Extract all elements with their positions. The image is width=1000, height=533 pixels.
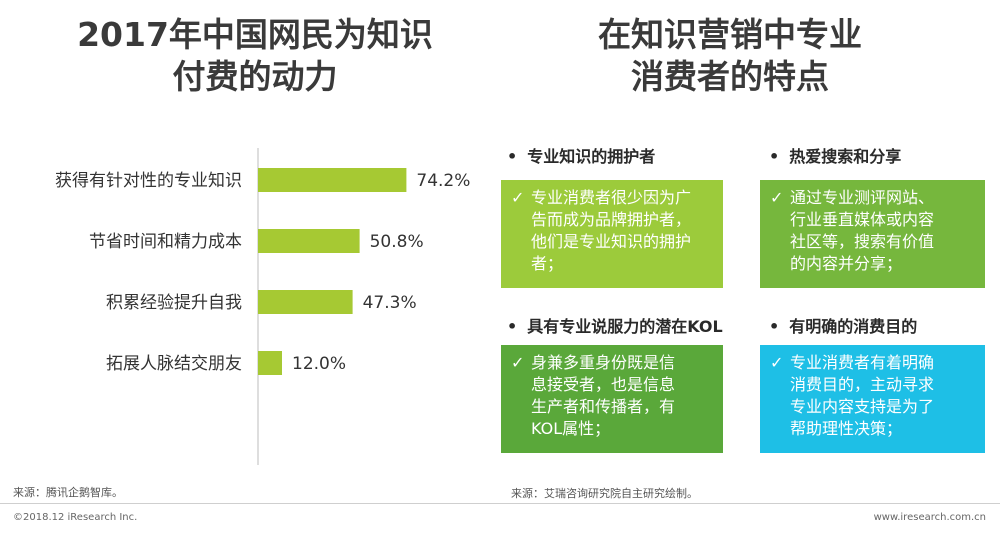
bar-chart: 获得有针对性的专业知识 74.2% 节省时间和精力成本 50.8% 积累经验提升自我 47… [55, 148, 470, 465]
site-url: www.iresearch.com.cn [873, 512, 986, 523]
point-box-professional-knowledge: ✓ 专业消费者很少因为广 告而成为品牌拥护者， 他们是专业知识的拥护 者； [501, 180, 723, 288]
right-title: 在知识营销中专业 消费者的特点 [520, 14, 940, 98]
point-title-search-share: • 热爱搜索和分享 [769, 147, 902, 166]
point-box-search-share: ✓ 通过专业测评网站、 行业垂直媒体或内容 社区等，搜索有价值 的内容并分享； [760, 180, 985, 288]
bullet-icon: • [507, 147, 518, 166]
category-label-2: 积累经验提升自我 [106, 293, 242, 313]
bar-1 [258, 229, 360, 253]
category-label-0: 获得有针对性的专业知识 [55, 171, 242, 191]
point-title-clear-purpose: • 有明确的消费目的 [769, 317, 918, 336]
bar-0 [258, 168, 407, 192]
value-label-0: 74.2% [416, 171, 470, 191]
source-right: 来源：艾瑞咨询研究院自主研究绘制。 [511, 487, 698, 500]
copyright: ©2018.12 iResearch Inc. [13, 512, 138, 523]
left-title: 2017年中国网民为知识 付费的动力 [40, 14, 470, 98]
point-title-professional-knowledge: • 专业知识的拥护者 [507, 147, 656, 166]
value-label-3: 12.0% [292, 354, 346, 374]
category-label-3: 拓展人脉结交朋友 [106, 354, 242, 374]
right-title-line1: 在知识营销中专业 [598, 15, 862, 54]
check-icon: ✓ [511, 188, 525, 207]
value-label-2: 47.3% [363, 293, 417, 313]
bar-3 [258, 351, 282, 375]
bullet-icon: • [769, 147, 780, 166]
bar-2 [258, 290, 353, 314]
right-title-line2: 消费者的特点 [631, 57, 829, 96]
point-title-potential-kol: • 具有专业说服力的潜在KOL [507, 317, 723, 336]
left-title-line2: 付费的动力 [172, 57, 338, 96]
source-left: 来源：腾讯企鹅智库。 [13, 486, 123, 499]
bullet-icon: • [769, 317, 780, 336]
left-title-line1: 2017年中国网民为知识 [77, 15, 433, 54]
bullet-icon: • [507, 317, 518, 336]
check-icon: ✓ [511, 353, 525, 372]
bars-layer: 获得有针对性的专业知识 74.2% 节省时间和精力成本 50.8% 积累经验提升自我 47… [55, 168, 470, 375]
value-label-1: 50.8% [370, 232, 424, 252]
category-label-1: 节省时间和精力成本 [89, 232, 242, 252]
point-box-potential-kol: ✓ 身兼多重身份既是信 息接受者，也是信息 生产者和传播者，有 KOL属性； [501, 345, 723, 453]
point-box-clear-purpose: ✓ 专业消费者有着明确 消费目的，主动寻求 专业内容支持是为了 帮助理性决策； [760, 345, 985, 453]
check-icon: ✓ [770, 353, 784, 372]
check-icon: ✓ [770, 188, 784, 207]
footer-divider [0, 503, 1000, 504]
